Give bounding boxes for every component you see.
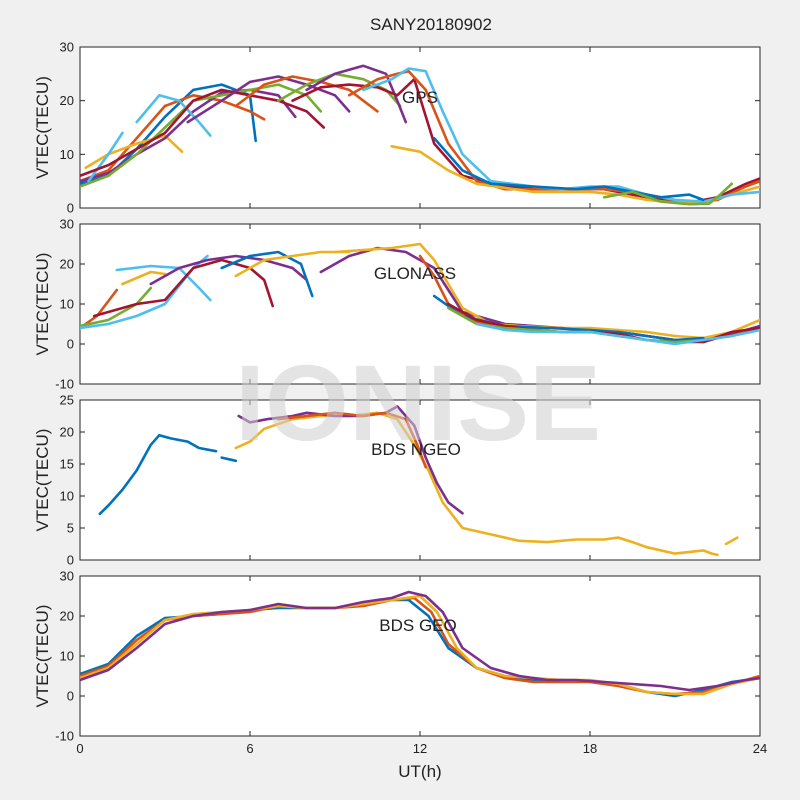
y-tick-label: 20 [60,609,74,624]
series-line [80,83,323,188]
y-tick-label: 20 [60,93,74,108]
y-axis-label: VTEC(TECU) [33,76,52,179]
y-tick-label: -10 [55,729,74,744]
series-line [234,411,719,557]
panel-label: GPS [402,88,438,107]
axes-box [79,223,761,385]
series-line [135,94,212,137]
panel-label: BDS NGEO [371,440,461,459]
series-line [92,258,274,318]
y-tick-label: 20 [60,425,74,440]
x-tick-label: 24 [753,741,767,756]
y-axis-label: VTEC(TECU) [33,253,52,356]
series-line [220,456,238,463]
series-group [80,64,760,206]
series-line [80,590,760,692]
y-tick-label: 25 [60,393,74,408]
y-tick-label: 30 [60,569,74,584]
panel-1: 0 10 20 30 VTEC(TECU) GPS [33,40,761,216]
y-tick-label: 10 [60,489,74,504]
y-tick-label: 0 [67,337,74,352]
x-tick-label: 18 [583,741,597,756]
series-line [87,131,124,183]
y-tick-label: 0 [67,689,74,704]
series-line [724,536,739,546]
series-line [234,250,351,278]
y-tick-label: 15 [60,457,74,472]
y-tick-label: 0 [67,201,74,216]
panel-3: 0 5 10 15 20 25 VTEC(TECU) BDS NGEO [33,393,761,568]
series-line [432,136,705,202]
series-line [98,433,218,516]
y-axis-label: VTEC(TECU) [33,429,52,532]
series-line [80,286,153,328]
y-tick-label: 30 [60,40,74,55]
y-tick-label: 10 [60,147,74,162]
axes-box [79,575,761,737]
axes-box [79,399,761,561]
watermark: IONISE [235,342,601,463]
y-tick-label: 10 [60,297,74,312]
y-tick-label: 10 [60,649,74,664]
series-line [220,250,314,298]
series-group [80,590,760,698]
y-tick-label: 20 [60,257,74,272]
series-line [149,254,308,286]
series-line [305,64,408,124]
series-line [602,182,733,206]
series-line [80,594,760,696]
series-line [277,411,427,469]
x-tick-label: 0 [76,741,83,756]
series-line [84,134,184,170]
series-line [80,88,297,183]
panel-label: GLONASS [374,264,456,283]
series-line [121,270,167,286]
panel-label: BDS GEO [379,616,456,635]
x-tick-label: 12 [413,741,427,756]
y-tick-label: 5 [67,521,74,536]
axes-box [79,46,761,209]
series-group [98,405,739,557]
x-axis-label: UT(h) [398,762,441,781]
panel-2: -10 0 10 20 30 VTEC(TECU) GLONASS [33,217,761,392]
series-group [80,242,760,346]
series-line [80,88,325,178]
y-tick-label: 0 [67,553,74,568]
figure-title: SANY20180902 [370,15,492,34]
y-axis-label: VTEC(TECU) [33,605,52,708]
series-line [186,75,351,124]
y-tick-label: -10 [55,377,74,392]
x-tick-label: 6 [246,741,253,756]
y-tick-label: 30 [60,217,74,232]
series-line [475,322,760,346]
